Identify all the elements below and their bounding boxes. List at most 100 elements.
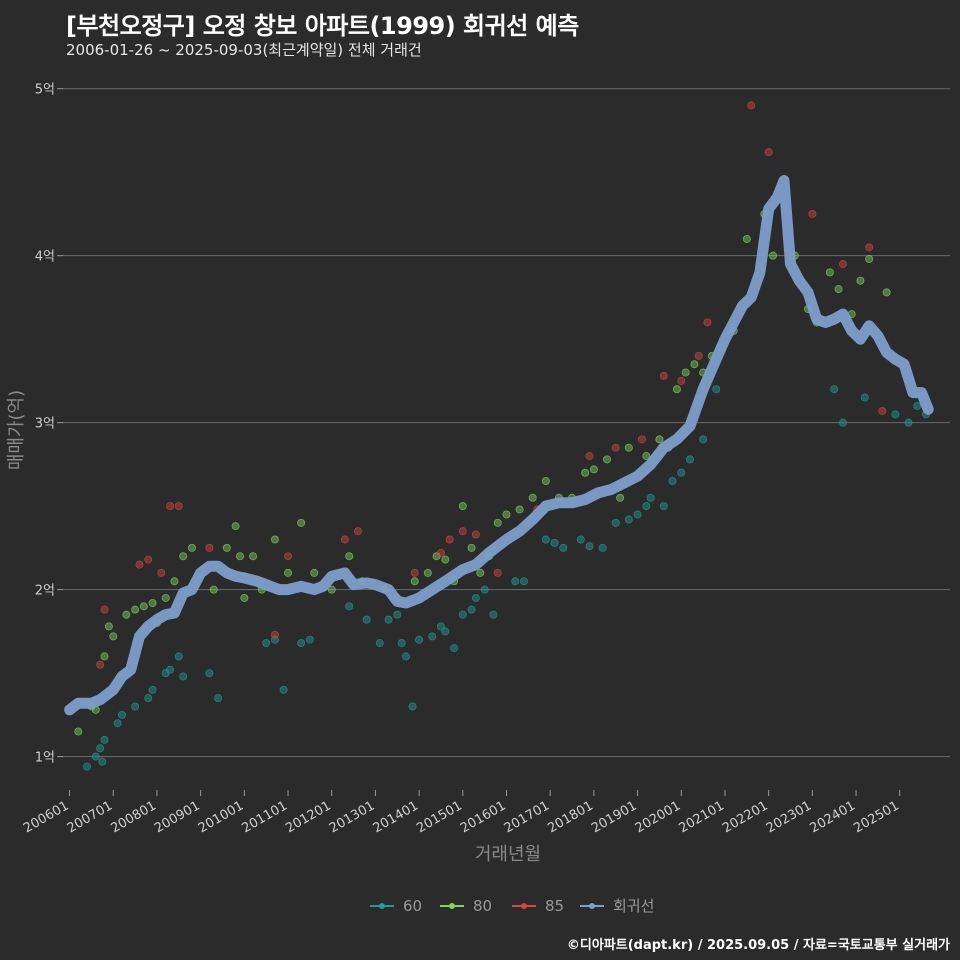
x-tick-label: 200901 [152,798,202,836]
point-80 [410,577,419,586]
x-tick-label: 202001 [633,798,683,836]
point-80 [476,568,485,577]
point-80 [502,510,511,519]
x-tick-label: 202501 [851,798,901,836]
source-credit: ©디아파트(dapt.kr) / 2025.09.05 / 자료=국토교통부 실… [566,938,950,953]
point-80 [170,577,179,586]
point-60 [98,757,107,766]
point-80 [235,552,244,561]
legend-swatch-dot [589,903,595,909]
point-60 [83,762,92,771]
point-85 [410,568,419,577]
point-60 [467,605,476,614]
point-60 [397,639,406,648]
legend-label: 회귀선 [613,897,654,915]
point-60 [100,735,109,744]
point-60 [891,410,900,419]
point-80 [297,518,306,527]
point-80 [589,465,598,474]
x-tick-label: 200601 [21,798,71,836]
point-60 [668,477,677,486]
point-85 [100,605,109,614]
point-60 [375,639,384,648]
point-60 [541,535,550,544]
point-85 [471,530,480,539]
point-80 [493,518,502,527]
point-80 [642,452,651,461]
point-85 [585,452,594,461]
point-85 [703,318,712,327]
legend-label: 80 [473,897,492,915]
point-60 [450,644,459,653]
point-60 [471,593,480,602]
point-85 [174,502,183,511]
point-80 [109,632,118,641]
point-60 [642,502,651,511]
point-60 [489,610,498,619]
point-60 [345,602,354,611]
point-60 [393,610,402,619]
gridlines [63,88,950,758]
point-80 [581,468,590,477]
point-60 [179,672,188,681]
point-60 [436,622,445,631]
point-60 [904,418,913,427]
point-80 [270,535,279,544]
point-60 [91,752,100,761]
point-60 [838,418,847,427]
point-60 [458,610,467,619]
x-tick-label: 201201 [283,798,333,836]
point-60 [144,694,153,703]
point-60 [113,719,122,728]
point-85 [637,435,646,444]
point-80 [515,505,524,514]
point-85 [436,548,445,557]
point-60 [830,385,839,394]
point-85 [458,527,467,536]
point-85 [808,209,817,218]
point-60 [624,515,633,524]
point-60 [633,510,642,519]
point-60 [214,694,223,703]
point-80 [865,255,874,264]
point-60 [511,577,520,586]
point-80 [240,593,249,602]
point-60 [860,393,869,402]
point-80 [655,435,664,444]
point-85 [166,502,175,511]
x-tick-label: 201901 [589,798,639,836]
point-85 [878,406,887,415]
point-60 [611,518,620,527]
point-85 [865,243,874,252]
point-60 [659,502,668,511]
point-80 [148,598,157,607]
point-80 [672,385,681,394]
point-80 [222,543,231,552]
x-tick-label: 201101 [240,798,290,836]
y-axis-ticks: 1억 2억 3억 4억 5억 [35,83,63,766]
point-85 [270,630,279,639]
point-80 [179,552,188,561]
legend-label: 85 [545,897,564,915]
point-80 [616,493,625,502]
x-tick-label: 201501 [414,798,464,836]
point-60 [279,685,288,694]
point-80 [187,543,196,552]
point-80 [139,602,148,611]
point-80 [624,443,633,452]
point-80 [249,552,258,561]
point-85 [157,568,166,577]
y-tick-label: 5억 [35,83,55,98]
chart-subtitle: 2006-01-26 ~ 2025-09-03(최근계약일) 전체 거래건 [66,41,422,59]
point-85 [611,443,620,452]
point-85 [445,535,454,544]
point-60 [117,710,126,719]
point-60 [166,665,175,674]
point-85 [747,101,756,110]
point-60 [362,615,371,624]
point-85 [284,552,293,561]
point-80 [769,251,778,260]
y-tick-label: 2억 [35,584,55,599]
point-60 [131,702,140,711]
point-80 [467,543,476,552]
